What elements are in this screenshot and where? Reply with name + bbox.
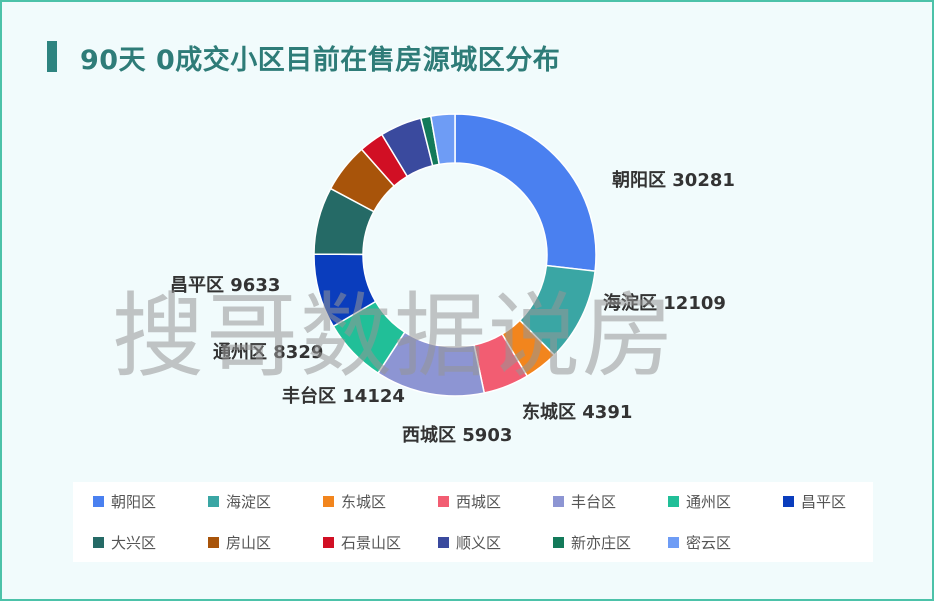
legend-swatch-icon [93,537,104,548]
legend-item[interactable]: 房山区 [208,532,271,553]
legend-label: 顺义区 [456,534,502,552]
legend-swatch-icon [93,496,104,507]
legend-item[interactable]: 东城区 [323,491,386,512]
legend-label: 通州区 [686,493,732,511]
legend-item[interactable]: 大兴区 [93,532,156,553]
legend-item[interactable]: 石景山区 [323,532,401,553]
legend-label: 新亦庄区 [571,534,632,552]
label-dongcheng: 东城区 4391 [522,402,633,423]
legend-label: 东城区 [341,493,387,511]
legend-label: 西城区 [456,493,502,511]
legend-item[interactable]: 丰台区 [553,491,616,512]
label-tongzhou: 通州区 8329 [213,342,324,363]
legend-swatch-icon [668,537,679,548]
legend-item[interactable]: 朝阳区 [93,491,156,512]
legend-label: 大兴区 [111,534,157,552]
slice-朝阳区 [454,113,597,272]
label-xicheng: 西城区 5903 [402,425,513,446]
legend-item[interactable]: 新亦庄区 [553,532,631,553]
label-changping: 昌平区 9633 [170,275,281,296]
legend-swatch-icon [323,496,334,507]
legend-swatch-icon [438,537,449,548]
legend-item[interactable]: 通州区 [668,491,731,512]
legend-item[interactable]: 海淀区 [208,491,271,512]
legend-item[interactable]: 昌平区 [783,491,846,512]
legend-label: 朝阳区 [111,493,157,511]
legend-swatch-icon [438,496,449,507]
legend-label: 昌平区 [801,493,847,511]
label-chaoyang: 朝阳区 30281 [612,170,735,191]
label-haidian: 海淀区 12109 [603,293,726,314]
title-accent-bar [47,41,57,72]
legend-label: 石景山区 [341,534,402,552]
legend-swatch-icon [208,496,219,507]
donut-slices [313,113,597,397]
legend-item[interactable]: 西城区 [438,491,501,512]
label-fengtai: 丰台区 14124 [282,386,405,407]
legend-swatch-icon [553,496,564,507]
chart-title: 90天 0成交小区目前在售房源城区分布 [80,45,561,76]
legend: 朝阳区 海淀区 东城区 西城区 丰台区 通州区 昌平区大兴区 房山区 石景山区 顺义区 新亦庄区 密云… [73,482,873,562]
watermark: 搜哥数据说房 [112,283,677,390]
legend-label: 房山区 [226,534,272,552]
legend-label: 海淀区 [226,493,272,511]
legend-swatch-icon [208,537,219,548]
legend-item[interactable]: 密云区 [668,532,731,553]
legend-swatch-icon [323,537,334,548]
legend-swatch-icon [668,496,679,507]
legend-label: 密云区 [686,534,732,552]
legend-swatch-icon [553,537,564,548]
legend-item[interactable]: 顺义区 [438,532,501,553]
legend-swatch-icon [783,496,794,507]
legend-label: 丰台区 [571,493,617,511]
slice-密云区 [429,113,456,166]
